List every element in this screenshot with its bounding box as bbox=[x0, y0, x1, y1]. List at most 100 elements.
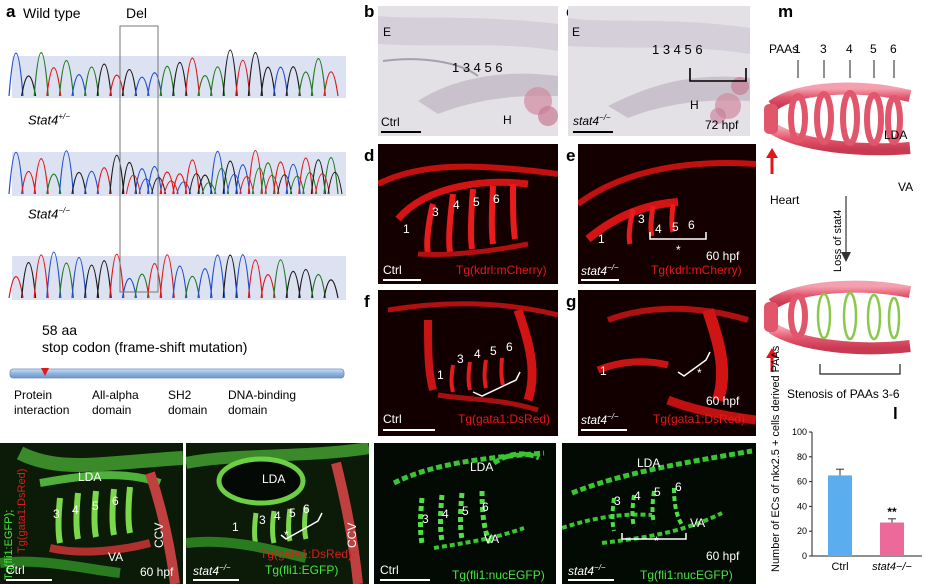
chromatogram-peak bbox=[264, 174, 280, 195]
diagram-loss-label: Loss of stat4 bbox=[832, 209, 844, 272]
panel-e-transgene: Tg(kdrl:mCherry) bbox=[651, 263, 742, 277]
panel-i-num-3: 3 bbox=[259, 513, 266, 527]
chromatogram-peak bbox=[151, 176, 167, 195]
panel-j-ctrl: Ctrl bbox=[380, 563, 399, 577]
panel-c-H: H bbox=[690, 98, 699, 112]
domain-dna-binding: DNA-binding domain bbox=[228, 388, 297, 417]
panel-k-image bbox=[562, 443, 756, 584]
panel-l-label: l bbox=[893, 404, 898, 423]
panel-d-num-3: 3 bbox=[432, 205, 439, 219]
panel-j-VA: VA bbox=[484, 532, 500, 546]
chromatogram-peak bbox=[289, 175, 305, 195]
chromatogram-peak bbox=[323, 71, 339, 97]
panel-c-histology bbox=[568, 6, 750, 136]
chromatogram-peak bbox=[260, 162, 276, 195]
panel-i-num-4: 4 bbox=[274, 509, 281, 523]
stop-codon-label: stop codon (frame-shift mutation) bbox=[42, 339, 248, 355]
panel-b-histology bbox=[378, 6, 558, 136]
aa-label: 58 aa bbox=[42, 322, 78, 338]
paa-num-5: 5 bbox=[870, 42, 877, 56]
panel-i-num-5: 5 bbox=[289, 506, 296, 520]
panel-i-asterisk: * bbox=[284, 528, 289, 542]
bar-0 bbox=[828, 475, 852, 556]
chromatogram-peak bbox=[159, 254, 175, 299]
chromatogram-peak bbox=[8, 152, 24, 195]
chromatogram-peak bbox=[138, 178, 154, 195]
chromatogram-peak bbox=[121, 69, 137, 97]
panel-k-transgene: Tg(fli1:nucEGFP) bbox=[640, 568, 733, 582]
panel-b-paa-numbers: 1 3 4 5 6 bbox=[452, 60, 503, 75]
category-label: stat4−/− bbox=[872, 561, 912, 573]
chromatogram-peak bbox=[273, 259, 289, 299]
panel-j-transgene: Tg(fli1:nucEGFP) bbox=[452, 568, 545, 582]
chromatogram-peak bbox=[8, 52, 24, 97]
scale-bar bbox=[581, 429, 627, 431]
panel-h-num-5: 5 bbox=[92, 499, 99, 513]
panel-f-num-1: 1 bbox=[437, 368, 444, 382]
scale-bar bbox=[381, 131, 421, 133]
chromatogram-traces bbox=[8, 25, 346, 300]
panel-d-num-1: 1 bbox=[403, 222, 410, 236]
chromatogram-peak bbox=[84, 66, 100, 97]
panel-h-CCV: CCV bbox=[152, 522, 166, 548]
panel-i-transgene-1: Tg(gata1:DsRed); bbox=[260, 547, 356, 561]
chromatogram-peak bbox=[134, 273, 150, 299]
panel-a: a Wild type Del Stat4+/− Stat4−/− 58 aa … bbox=[0, 0, 348, 440]
chromatogram-peak bbox=[197, 268, 213, 299]
panel-a-label: a bbox=[6, 2, 16, 21]
diagram-stenosis: Stenosis of PAAs 3-6 bbox=[787, 387, 900, 401]
panel-e-image bbox=[578, 144, 756, 284]
chromatogram-peak bbox=[327, 171, 343, 195]
chromatogram-peak bbox=[159, 171, 175, 195]
panel-e-asterisk: * bbox=[676, 243, 681, 257]
scale-bar bbox=[383, 429, 435, 431]
chromatogram-peak bbox=[298, 268, 314, 299]
chromatogram-peak bbox=[285, 163, 301, 195]
chromatogram-peak bbox=[96, 260, 112, 299]
y-tick-label: 100 bbox=[792, 427, 807, 437]
scale-bar bbox=[6, 579, 52, 581]
panel-i-genotype: stat4−/− bbox=[193, 563, 231, 578]
panel-i-image bbox=[186, 443, 369, 584]
panel-h-num-6: 6 bbox=[112, 494, 119, 508]
chromatogram-peak bbox=[109, 253, 125, 299]
chromatogram-peak bbox=[222, 49, 238, 97]
panel-k-num-5: 5 bbox=[654, 485, 661, 499]
panel-g-asterisk: * bbox=[697, 366, 702, 380]
bar-1 bbox=[880, 522, 904, 556]
panel-h-LDA: LDA bbox=[78, 470, 102, 484]
scale-bar bbox=[380, 579, 430, 581]
panel-f-transgene: Tg(gata1:DsRed) bbox=[458, 412, 551, 426]
chromatogram-peak bbox=[84, 170, 100, 195]
chromatogram-peak bbox=[285, 271, 301, 299]
chromatogram-peak bbox=[298, 71, 314, 97]
panel-j-image bbox=[374, 443, 556, 584]
panel-i-CCV: CCV bbox=[345, 522, 359, 548]
chromatogram-peak bbox=[235, 164, 251, 195]
panel-f-label: f bbox=[364, 292, 370, 311]
chromatogram-peak bbox=[134, 76, 150, 97]
panel-k-time: 60 hpf bbox=[706, 549, 740, 563]
chromatogram-peak bbox=[33, 158, 49, 195]
panel-f-num-6: 6 bbox=[506, 340, 513, 354]
panel-f-image bbox=[378, 290, 558, 436]
panel-d-num-4: 4 bbox=[453, 198, 460, 212]
panel-i-LDA: LDA bbox=[262, 472, 286, 486]
panel-k-num-4: 4 bbox=[634, 489, 641, 503]
wild-type-label: Wild type bbox=[23, 5, 81, 21]
panel-h-num-4: 4 bbox=[72, 503, 79, 517]
chromatogram-peak bbox=[71, 171, 87, 195]
panel-h-time: 60 hpf bbox=[140, 565, 174, 579]
chromatogram-peak bbox=[273, 161, 289, 195]
panel-b-ctrl: Ctrl bbox=[381, 115, 400, 129]
chromatogram-peak bbox=[310, 58, 326, 97]
panel-e-num-4: 4 bbox=[655, 222, 662, 236]
chromatogram-peak bbox=[159, 65, 175, 97]
panel-e-genotype: stat4−/− bbox=[581, 263, 619, 278]
panel-j-num-5: 5 bbox=[462, 504, 469, 518]
scale-bar bbox=[581, 279, 619, 281]
chromatogram-peak bbox=[235, 60, 251, 97]
panel-h-VA: VA bbox=[108, 550, 124, 564]
chromatogram-peak bbox=[226, 173, 242, 195]
diagram-VA: VA bbox=[898, 180, 914, 194]
